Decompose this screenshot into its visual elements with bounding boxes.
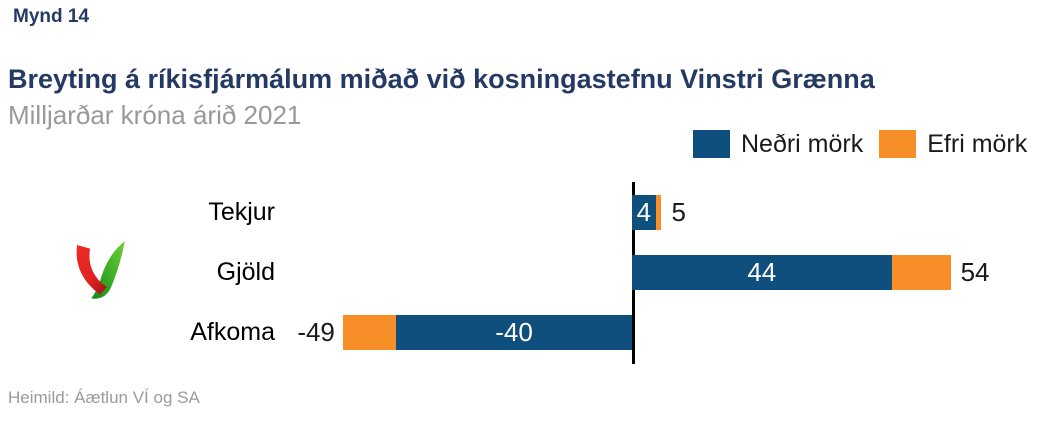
bar-segment-lower [396,315,632,350]
category-label: Afkoma [190,318,275,346]
figure-number: Mynd 14 [13,6,90,27]
bar-value-upper: -49 [297,317,335,347]
logo-red-stroke [76,244,107,295]
legend-label-nedri-mork: Neðri mörk [741,130,864,158]
category-label: Gjöld [216,258,275,286]
legend-label-efri-mork: Efri mörk [927,130,1028,158]
bar-segment-lower [632,195,656,230]
bar-segment-upper [342,315,396,350]
bar-segment-lower [632,255,892,290]
bar-value-lower: -40 [495,317,533,347]
legend-swatch-efri-mork [879,130,917,158]
bar-value-lower: 44 [747,257,777,287]
bar-value-upper: 54 [960,257,990,287]
category-label: Tekjur [208,198,275,226]
bar-value-upper: 5 [671,197,686,227]
chart-subtitle: Milljarðar króna árið 2021 [8,100,302,130]
legend: Neðri mörk Efri mörk [693,130,1027,158]
bar-segment-upper [655,195,662,230]
bar-segment-upper [891,255,951,290]
red-green-v-logo [76,241,125,299]
chart-title: Breyting á ríkisfjármálum miðað við kosn… [8,64,875,94]
bar-value-lower: 4 [636,197,652,227]
source-note: Heimild: Áætlun VÍ og SA [8,388,200,407]
legend-swatch-nedri-mork [693,130,730,158]
